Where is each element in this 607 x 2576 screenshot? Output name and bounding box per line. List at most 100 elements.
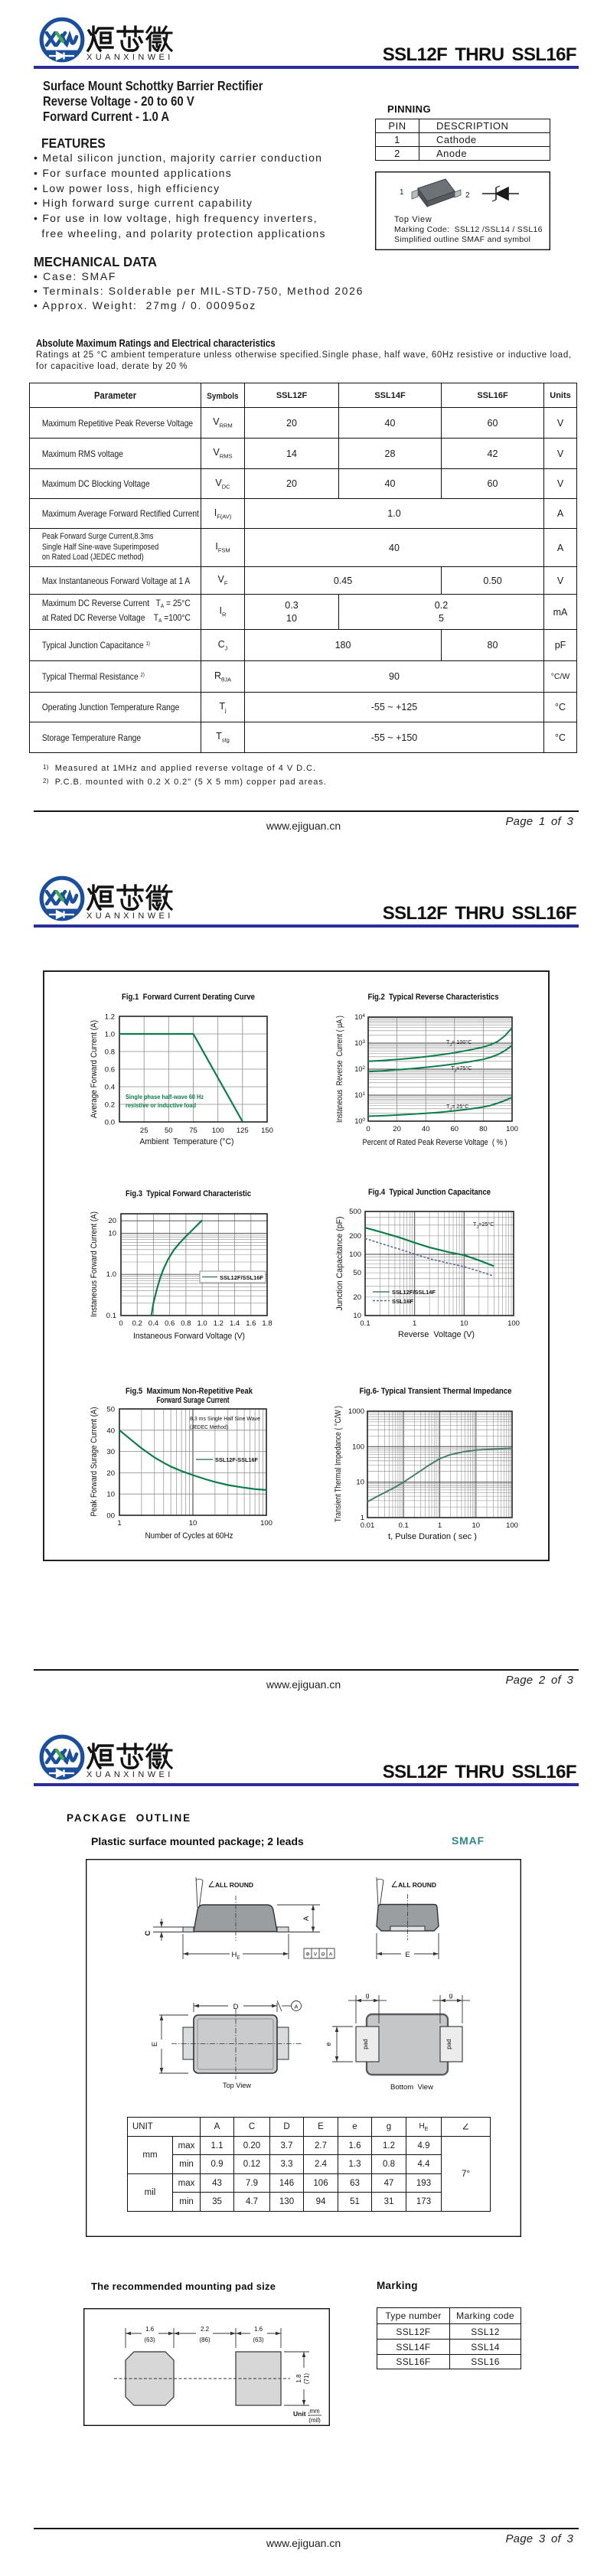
svg-text:100: 100 [349,1251,361,1259]
svg-text:101: 101 [354,1091,365,1100]
svg-text:100: 100 [506,1521,518,1530]
svg-text:2.2: 2.2 [201,2326,210,2333]
svg-text:150: 150 [261,1127,273,1135]
svg-text:0.6: 0.6 [165,1319,175,1328]
svg-text:ALL ROUND: ALL ROUND [215,1882,253,1889]
svg-text:g: g [449,1991,453,1999]
svg-text:(63): (63) [144,2336,155,2343]
svg-text:Junction Capacitance (pF): Junction Capacitance (pF) [335,1217,344,1311]
svg-text:(86): (86) [199,2336,210,2343]
svg-text:V: V [314,1952,318,1958]
svg-text:0.1: 0.1 [360,1319,370,1328]
svg-text:0.8: 0.8 [181,1319,191,1328]
svg-text:E: E [405,1951,410,1959]
svg-text:Single phase half-wave 60 Hz: Single phase half-wave 60 Hz [126,1094,204,1101]
svg-text:Marking Code: SSL12 /SSL14 /: Marking Code: SSL12 /SSL14 / SSL16 [394,225,543,234]
svg-text:1: 1 [400,188,404,197]
svg-text:Fig.5 Maximum Non-Repetitive: Fig.5 Maximum Non-Repetitive Peak [126,1387,253,1396]
svg-text:75: 75 [189,1127,197,1135]
svg-text:30: 30 [106,1448,115,1456]
svg-text:50: 50 [353,1269,361,1277]
svg-text:102: 102 [354,1065,365,1074]
svg-text:A: A [294,2004,298,2010]
svg-text:200: 200 [349,1232,361,1241]
svg-text:1.6: 1.6 [246,1319,256,1328]
svg-text:10: 10 [472,1521,481,1530]
svg-text:0.01: 0.01 [361,1521,375,1530]
svg-text:125: 125 [237,1127,249,1135]
svg-text:A: A [329,1952,333,1958]
svg-text:104: 104 [354,1013,365,1022]
svg-text:Percent of Rated Peak Reverse: Percent of Rated Peak Reverse Voltage ( … [363,1138,507,1147]
svg-text:1.6: 1.6 [254,2326,263,2333]
svg-text:10: 10 [356,1479,364,1487]
svg-text:1.8: 1.8 [262,1319,272,1328]
svg-text:C: C [144,1930,152,1935]
svg-text:0.4: 0.4 [148,1319,158,1328]
svg-text:20: 20 [106,1469,115,1478]
svg-text:Fig.4 Typical Junction Capaci: Fig.4 Typical Junction Capacitance [368,1188,491,1197]
svg-text:1: 1 [117,1519,121,1528]
svg-text:100: 100 [506,1125,518,1133]
svg-text:Unit :: Unit : [293,2410,310,2418]
svg-text:SSL12F/SSL16F: SSL12F/SSL16F [220,1274,263,1281]
svg-text:SSL12F-SSL16F: SSL12F-SSL16F [215,1456,258,1463]
svg-text:Fig.1 Forward Current Deratin: Fig.1 Forward Current Derating Curve [122,993,255,1002]
svg-text:Transient Thermal Impedance (: Transient Thermal Impedance ( °C/W ) [334,1406,343,1522]
svg-text:100: 100 [352,1443,364,1451]
svg-text:60: 60 [451,1125,459,1133]
svg-text:2: 2 [465,191,470,200]
svg-text:1: 1 [413,1319,416,1328]
svg-text:Top View: Top View [394,215,432,224]
svg-text:0.0: 0.0 [105,1119,115,1127]
svg-text:500: 500 [349,1208,361,1216]
svg-text:1.0: 1.0 [106,1270,116,1279]
svg-text:10: 10 [460,1319,468,1328]
svg-text:1.2: 1.2 [214,1319,224,1328]
svg-text:TJ=25°C: TJ=25°C [473,1221,494,1230]
svg-text:g: g [366,1991,370,1999]
svg-text:SSL16F: SSL16F [392,1298,413,1305]
svg-text:10: 10 [108,1229,116,1237]
svg-text:8.3 ms Single Half Sine Wave: 8.3 ms Single Half Sine Wave [190,1415,260,1422]
svg-text:1.2: 1.2 [105,1013,115,1022]
svg-text:pad: pad [362,2039,369,2049]
svg-text:Simplified outline SMAF and sy: Simplified outline SMAF and symbol [394,235,530,244]
svg-text:1000: 1000 [348,1407,364,1416]
svg-text:TJ=75°C: TJ=75°C [451,1065,472,1074]
svg-text:(JEDEC Method): (JEDEC Method) [190,1423,228,1430]
svg-text:Fig.6- Typical Transient Therm: Fig.6- Typical Transient Thermal Impedan… [360,1387,512,1396]
svg-text:Ambient Temperature (°C): Ambient Temperature (°C) [140,1137,234,1146]
svg-text:0.1: 0.1 [106,1312,116,1320]
svg-text:(71): (71) [303,2373,310,2385]
svg-text:40: 40 [106,1427,115,1435]
svg-text:Fig.3 Typical Forward Charact: Fig.3 Typical Forward Characteristic [126,1189,251,1198]
svg-text:Top View: Top View [223,2082,252,2089]
svg-text:10: 10 [106,1491,115,1499]
svg-text:1.6: 1.6 [145,2326,155,2333]
svg-text:20: 20 [353,1293,361,1302]
svg-text:10: 10 [353,1312,361,1320]
svg-text:0.2: 0.2 [132,1319,142,1328]
svg-text:25: 25 [140,1127,148,1135]
svg-text:20: 20 [108,1217,116,1225]
svg-text:00: 00 [106,1512,115,1521]
svg-text:100: 100 [212,1127,224,1135]
svg-text:Θ: Θ [321,1952,325,1958]
svg-text:100: 100 [260,1519,272,1528]
svg-text:0: 0 [366,1125,370,1133]
svg-text:100: 100 [507,1319,520,1328]
svg-text:t, Pulse Duration ( sec ): t, Pulse Duration ( sec ) [388,1532,477,1541]
svg-text:50: 50 [106,1406,115,1414]
svg-text:1.0: 1.0 [105,1031,115,1039]
svg-text:0.4: 0.4 [105,1084,115,1092]
svg-text:Average Forward Current (A): Average Forward Current (A) [90,1020,99,1118]
svg-text:e: e [325,2042,332,2046]
svg-text:A: A [302,1916,311,1921]
svg-text:D: D [233,2003,239,2011]
svg-text:TJ= 100°C: TJ= 100°C [446,1039,472,1048]
svg-text:0.1: 0.1 [399,1521,409,1530]
svg-text:(63): (63) [253,2336,264,2343]
svg-text:103: 103 [354,1039,365,1048]
svg-text:Peak Forward Surage Current (A: Peak Forward Surage Current (A) [90,1407,99,1517]
